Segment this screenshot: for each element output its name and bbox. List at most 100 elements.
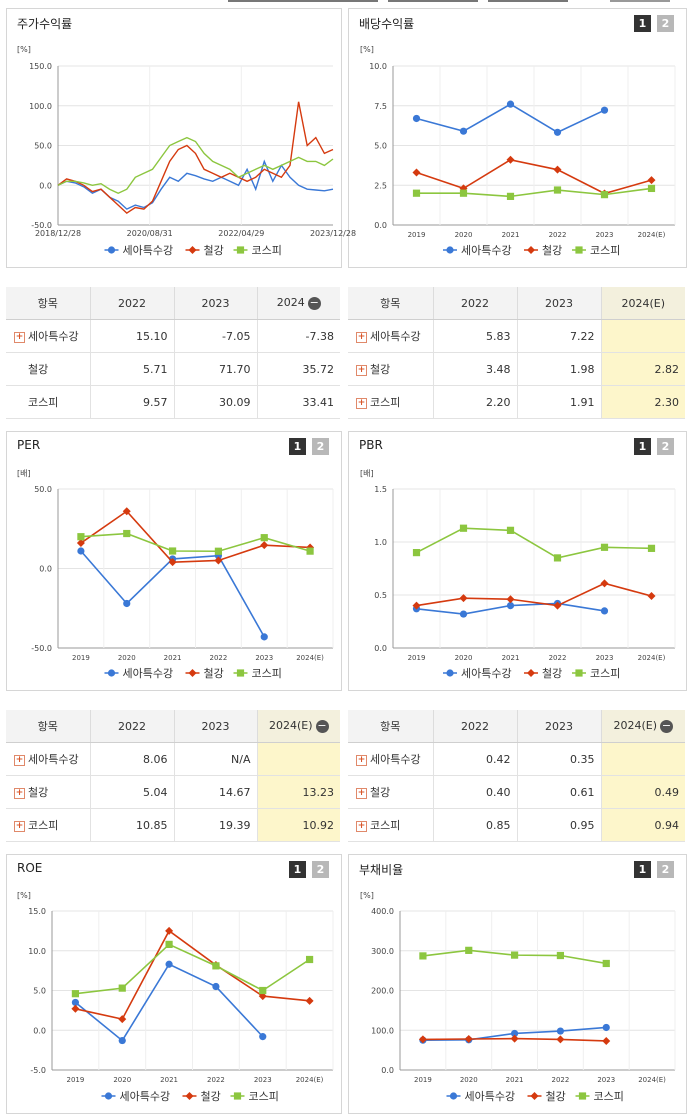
y-unit-label: [배] (360, 469, 374, 478)
expand-plus-icon[interactable]: + (356, 787, 367, 799)
data-point-circle (449, 1092, 458, 1100)
data-point-diamond (553, 601, 562, 610)
x-tick-label: 2023 (254, 1076, 272, 1084)
table-pbr: 항목 2022 2023 2024(E) − + 세아특수강 0.42 0.35 +… (348, 710, 685, 842)
cell: 0.40 (433, 775, 518, 809)
page-buttons: 1 2 (634, 438, 674, 455)
table-row: + 세아특수강 5.83 7.22 (348, 319, 685, 353)
x-tick-label: 2024(E) (296, 654, 324, 662)
page-buttons: 1 2 (634, 861, 674, 878)
data-point-square (506, 526, 515, 534)
legend-label: 코스피 (594, 1090, 624, 1103)
page-2-button[interactable]: 2 (657, 861, 674, 878)
table-header: 항목 2022 2023 2024− (6, 287, 340, 320)
table-row: 철강 5.71 71.70 35.72 (6, 352, 340, 386)
x-tick-label: 2024(E) (638, 654, 666, 662)
top-tab-strip (0, 0, 691, 4)
cell: N/A (174, 742, 258, 776)
header-2023: 2023 (517, 710, 602, 743)
row-label: 코스피 (370, 396, 401, 409)
page-1-button[interactable]: 1 (289, 861, 306, 878)
row-label: 세아특수강 (370, 753, 421, 766)
cell: 5.83 (433, 319, 518, 353)
page-2-button[interactable]: 2 (657, 15, 674, 32)
page-2-button[interactable]: 2 (312, 438, 329, 455)
data-point-circle (510, 1029, 519, 1038)
page-1-button[interactable]: 1 (634, 15, 651, 32)
header-2023: 2023 (174, 710, 258, 743)
data-point-square (236, 669, 245, 677)
row-label: 코스피 (28, 396, 59, 409)
data-point-circle (446, 246, 454, 254)
series-line (416, 582, 652, 607)
expand-plus-icon[interactable]: + (14, 754, 25, 766)
data-point-square (459, 524, 468, 532)
data-point-diamond (71, 1004, 80, 1013)
cell: 3.48 (433, 352, 518, 386)
data-point-square (575, 246, 583, 254)
expand-plus-icon[interactable]: + (356, 754, 367, 766)
series-line (75, 929, 310, 1021)
expand-plus-icon[interactable]: + (356, 397, 367, 409)
page-2-button[interactable]: 2 (657, 438, 674, 455)
page-1-button[interactable]: 1 (634, 438, 651, 455)
x-tick-label: 2024(E) (638, 231, 666, 239)
expand-plus-icon[interactable]: + (356, 364, 367, 376)
table-row: + 철강 5.04 14.67 13.23 (6, 775, 340, 809)
y-tick-label: 400.0 (371, 907, 394, 916)
data-point-square (578, 1092, 587, 1100)
header-2022: 2022 (433, 287, 518, 320)
data-point-diamond (506, 595, 515, 604)
data-point-circle (107, 246, 116, 254)
page-1-button[interactable]: 1 (289, 438, 306, 455)
header-2024e: 2024(E) − (601, 710, 685, 743)
data-point-diamond (412, 168, 421, 177)
expand-plus-icon[interactable]: + (14, 787, 25, 799)
row-label: 철강 (28, 363, 49, 376)
y-tick-label: 150.0 (29, 62, 52, 71)
panel-title: 배당수익률 (359, 17, 415, 31)
data-point-diamond (459, 594, 468, 603)
page-2-button[interactable]: 2 (312, 861, 329, 878)
table-per: 항목 2022 2023 2024(E) − + 세아특수강 8.06 N/A + 철… (6, 710, 340, 842)
row-name: + 세아특수강 (348, 742, 434, 776)
y-tick-label: 2.5 (374, 181, 387, 190)
cell: 0.95 (517, 808, 602, 842)
x-tick-label: 2021 (164, 654, 182, 662)
data-point-square (553, 186, 562, 194)
page-buttons: 1 2 (289, 438, 329, 455)
table-row: + 코스피 0.85 0.95 0.94 (348, 808, 685, 842)
data-point-square (600, 191, 609, 199)
data-point-circle (459, 610, 468, 618)
header-2024e: 2024(E) (601, 287, 685, 320)
expand-plus-icon[interactable]: + (14, 820, 25, 832)
header-2024e-label: 2024(E) (613, 719, 658, 733)
expand-plus-icon[interactable]: + (14, 331, 25, 343)
expand-plus-icon[interactable]: + (356, 820, 367, 832)
x-tick-label: 2020 (455, 231, 473, 239)
x-tick-label: 2023 (596, 231, 614, 239)
collapse-minus-icon[interactable]: − (307, 295, 321, 310)
legend-label: 세아특수강 (120, 1090, 171, 1103)
x-tick-label: 2022 (207, 1076, 225, 1084)
page-1-button[interactable]: 1 (634, 861, 651, 878)
data-point-circle (602, 1023, 610, 1032)
data-point-diamond (553, 165, 562, 174)
row-label: 코스피 (370, 819, 401, 832)
collapse-minus-icon[interactable]: − (660, 718, 674, 733)
table-header: 항목 2022 2023 2024(E) − (6, 710, 340, 743)
table-header: 항목 2022 2023 2024(E) − (348, 710, 685, 743)
cell: 5.04 (90, 775, 175, 809)
row-label: 세아특수강 (28, 330, 79, 343)
y-tick-label: 0.0 (374, 221, 387, 230)
series-line (416, 158, 652, 195)
expand-plus-icon[interactable]: + (356, 331, 367, 343)
table-row: + 세아특수강 15.10 -7.05 -7.38 (6, 319, 340, 353)
data-point-diamond (464, 1034, 473, 1043)
y-tick-label: 0.0 (39, 181, 52, 190)
data-point-square (647, 544, 656, 552)
data-point-diamond (122, 507, 131, 516)
cell: 1.98 (517, 352, 602, 386)
collapse-minus-icon[interactable]: − (315, 718, 329, 733)
series-line (57, 136, 334, 194)
